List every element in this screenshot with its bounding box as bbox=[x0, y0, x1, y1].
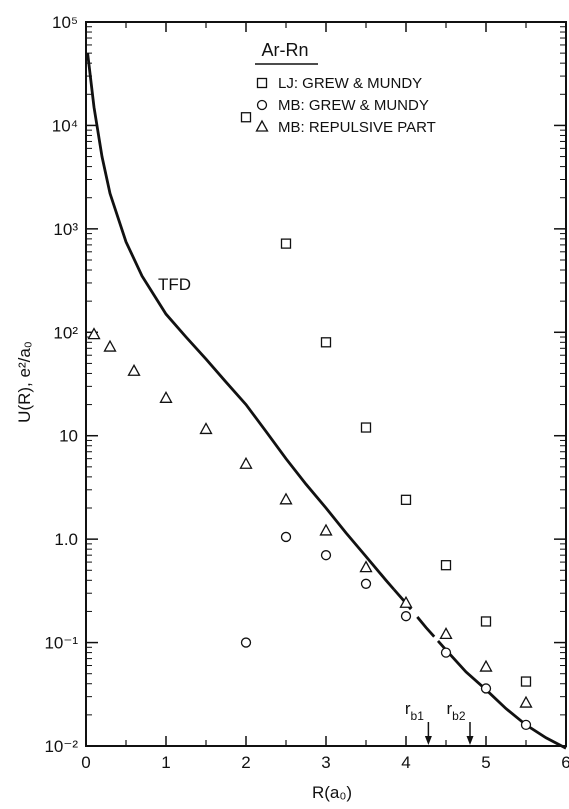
square-data-point bbox=[360, 422, 372, 433]
y-tick-label: 10 bbox=[59, 427, 78, 446]
triangle-data-point bbox=[103, 339, 117, 352]
circle-data-point bbox=[440, 647, 452, 658]
triangle-data-point bbox=[399, 595, 413, 608]
x-tick-label: 5 bbox=[481, 753, 490, 772]
x-tick-label: 1 bbox=[161, 753, 170, 772]
y-axis-label: U(R), e²/a₀ bbox=[15, 341, 34, 423]
circle-data-point bbox=[360, 578, 372, 589]
square-data-point bbox=[440, 560, 452, 571]
tfd-curve-label: TFD bbox=[158, 275, 191, 294]
x-axis-label: R(a₀) bbox=[312, 783, 352, 802]
square-data-point bbox=[400, 494, 412, 505]
square-data-point bbox=[240, 112, 252, 123]
circle-data-point bbox=[400, 611, 412, 622]
rb-annotation-label: rb1 bbox=[405, 699, 424, 723]
square-data-point bbox=[280, 238, 292, 249]
legend-marker-square bbox=[256, 77, 268, 89]
triangle-data-point bbox=[239, 456, 253, 469]
triangle-data-point bbox=[519, 695, 533, 708]
circle-data-point bbox=[520, 719, 532, 731]
triangle-data-point bbox=[439, 627, 453, 640]
y-tick-label: 10² bbox=[53, 323, 78, 342]
triangle-data-point bbox=[279, 492, 293, 505]
triangle-data-point bbox=[479, 659, 493, 672]
square-data-point bbox=[480, 616, 492, 627]
legend-marker-circle bbox=[256, 99, 268, 111]
triangle-data-point bbox=[87, 327, 101, 340]
legend-label: MB: REPULSIVE PART bbox=[278, 119, 436, 136]
tfd-curve-dashed bbox=[392, 588, 440, 642]
data-points bbox=[87, 112, 533, 731]
tfd-curve-solid bbox=[86, 52, 396, 591]
circle-data-point bbox=[480, 683, 492, 694]
square-data-point bbox=[320, 337, 332, 348]
triangle-data-point bbox=[127, 363, 141, 376]
legend-label: MB: GREW & MUNDY bbox=[278, 97, 429, 114]
y-tick-label: 10⁻¹ bbox=[44, 634, 78, 653]
axis-frame bbox=[85, 21, 567, 747]
square-data-point bbox=[520, 676, 532, 687]
x-tick-label: 6 bbox=[561, 753, 569, 772]
rb-annotation-arrowhead bbox=[424, 736, 432, 745]
legend-label: LJ: GREW & MUNDY bbox=[278, 75, 422, 92]
rb-annotation-arrowhead bbox=[466, 736, 474, 745]
y-tick-label: 10⁵ bbox=[52, 13, 78, 32]
rb-annotation-label: rb2 bbox=[446, 699, 465, 723]
legend-marker-triangle bbox=[255, 119, 269, 132]
triangle-data-point bbox=[159, 390, 173, 403]
circle-data-point bbox=[280, 531, 292, 543]
x-tick-label: 0 bbox=[81, 753, 90, 772]
triangle-data-point bbox=[199, 422, 213, 435]
y-tick-label: 1.0 bbox=[54, 530, 78, 549]
y-tick-label: 10⁻² bbox=[44, 737, 78, 756]
y-tick-label: 10⁴ bbox=[52, 116, 78, 135]
tick-labels: 0 1 2 3 4 5 6 10⁻² 10⁻¹ 1.0 10 10² 10³ 10⁴ 10⁵ bbox=[44, 13, 569, 772]
tfd-curve bbox=[86, 52, 567, 750]
tfd-curve-solid-end bbox=[436, 639, 567, 750]
circle-data-point bbox=[320, 550, 332, 561]
legend-title: Ar-Rn bbox=[261, 40, 308, 60]
legend: LJ: GREW & MUNDY MB: GREW & MUNDY MB: REPU… bbox=[255, 75, 436, 136]
y-tick-label: 10³ bbox=[53, 220, 78, 239]
rb-annotation-subscript: b2 bbox=[452, 709, 466, 723]
x-tick-label: 3 bbox=[321, 753, 330, 772]
rb-annotation-subscript: b1 bbox=[411, 709, 425, 723]
triangle-data-point bbox=[359, 560, 373, 573]
x-tick-label: 4 bbox=[401, 753, 410, 772]
x-tick-label: 2 bbox=[241, 753, 250, 772]
triangle-data-point bbox=[319, 523, 333, 536]
annotations: rb1 rb2 bbox=[405, 699, 474, 745]
circle-data-point bbox=[240, 637, 252, 648]
